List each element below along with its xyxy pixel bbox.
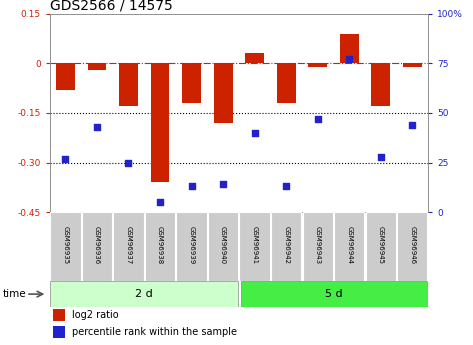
Text: 2 d: 2 d [135,289,153,299]
Point [377,154,385,159]
Bar [82,212,112,281]
Bar [182,63,201,103]
Text: GSM96936: GSM96936 [94,226,100,264]
Point [188,184,195,189]
Bar [241,281,429,307]
Point [156,199,164,205]
Text: GSM96943: GSM96943 [315,226,321,264]
Bar [403,63,422,67]
Bar [88,63,106,70]
Bar [371,63,390,106]
Bar [271,212,301,281]
Bar [214,63,233,123]
Point [282,184,290,189]
Point [61,156,69,161]
Text: GSM96937: GSM96937 [125,226,131,264]
Bar [308,63,327,67]
Text: percentile rank within the sample: percentile rank within the sample [72,327,237,337]
Point [251,130,258,136]
Bar [56,63,75,90]
Point [93,124,101,130]
Text: GSM96938: GSM96938 [157,226,163,264]
Point [314,116,322,122]
Text: log2 ratio: log2 ratio [72,310,119,320]
Text: GSM96942: GSM96942 [283,226,289,264]
Bar [53,326,65,338]
Bar [50,212,80,281]
Text: GDS2566 / 14575: GDS2566 / 14575 [50,0,173,13]
Text: GSM96945: GSM96945 [378,226,384,264]
Bar [119,63,138,106]
Bar [53,309,65,321]
Text: GSM96941: GSM96941 [252,226,258,264]
Bar [277,63,296,103]
Bar [366,212,396,281]
Bar [150,63,169,183]
Bar [397,212,428,281]
Text: GSM96944: GSM96944 [346,226,352,264]
Bar [50,281,238,307]
Text: GSM96939: GSM96939 [189,226,194,264]
Text: time: time [2,289,26,299]
Bar [334,212,364,281]
Bar [114,212,144,281]
Text: GSM96940: GSM96940 [220,226,226,264]
Bar [245,53,264,63]
Bar [239,212,270,281]
Text: GSM96935: GSM96935 [62,226,69,264]
Bar [145,212,175,281]
Point [345,57,353,62]
Point [219,181,227,187]
Bar [176,212,207,281]
Bar [208,212,238,281]
Point [125,160,132,165]
Bar [303,212,333,281]
Text: 5 d: 5 d [324,289,342,299]
Bar [340,34,359,63]
Text: GSM96946: GSM96946 [409,226,415,264]
Point [409,122,416,128]
